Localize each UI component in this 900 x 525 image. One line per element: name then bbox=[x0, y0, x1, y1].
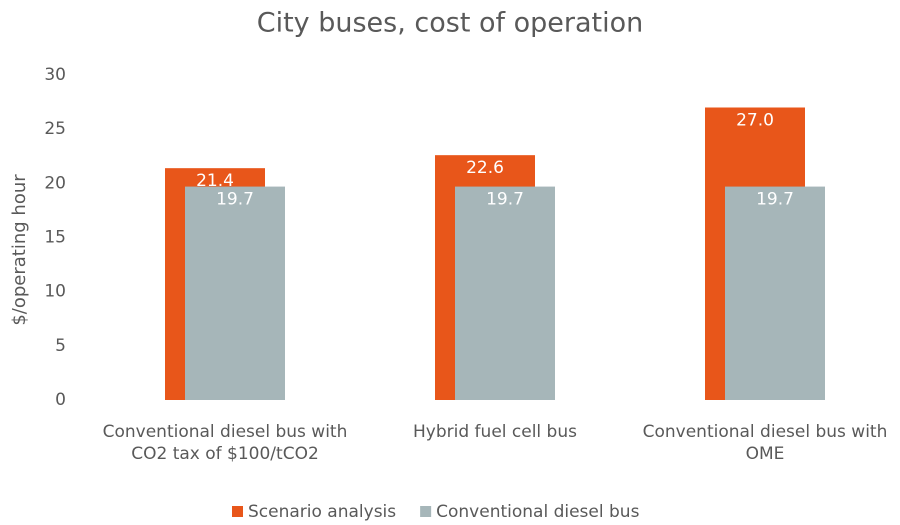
value-label: 22.6 bbox=[466, 158, 504, 178]
value-label: 21.4 bbox=[196, 171, 234, 191]
bar bbox=[455, 186, 555, 400]
y-tick-label: 30 bbox=[44, 65, 66, 85]
legend-swatch bbox=[420, 506, 432, 517]
value-label: 19.7 bbox=[486, 190, 524, 210]
y-tick-label: 15 bbox=[44, 228, 66, 248]
value-label: 19.7 bbox=[756, 190, 794, 210]
y-tick-label: 0 bbox=[55, 390, 66, 410]
chart-title: City buses, cost of operation bbox=[257, 8, 644, 39]
y-tick-label: 25 bbox=[44, 119, 66, 139]
y-tick-label: 10 bbox=[44, 282, 66, 302]
value-label: 27.0 bbox=[736, 111, 774, 131]
bar bbox=[725, 186, 825, 400]
y-tick-label: 5 bbox=[55, 336, 66, 356]
y-axis-title: $/operating hour bbox=[9, 174, 30, 326]
value-label: 19.7 bbox=[216, 190, 254, 210]
legend-swatch bbox=[232, 506, 243, 517]
legend-label: Scenario analysis bbox=[248, 502, 396, 522]
x-tick-label: Conventional diesel bus with OME bbox=[642, 422, 888, 464]
x-tick-label: Hybrid fuel cell bus bbox=[413, 422, 577, 442]
x-tick-label: Conventional diesel bus with CO2 tax of … bbox=[102, 422, 348, 464]
bar bbox=[185, 186, 285, 400]
legend-label: Conventional diesel bus bbox=[436, 502, 639, 522]
y-tick-label: 20 bbox=[44, 173, 66, 193]
